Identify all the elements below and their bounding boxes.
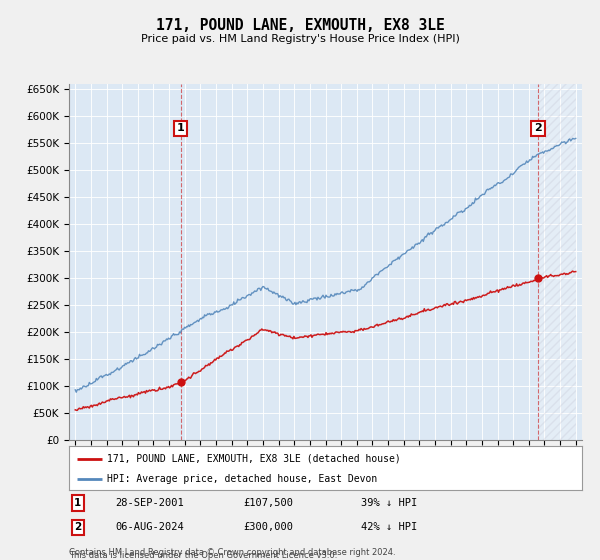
Text: Price paid vs. HM Land Registry's House Price Index (HPI): Price paid vs. HM Land Registry's House … [140, 34, 460, 44]
Text: 1: 1 [177, 123, 185, 133]
Text: HPI: Average price, detached house, East Devon: HPI: Average price, detached house, East… [107, 474, 378, 484]
Text: This data is licensed under the Open Government Licence v3.0.: This data is licensed under the Open Gov… [69, 551, 337, 560]
Text: 06-AUG-2024: 06-AUG-2024 [115, 522, 184, 532]
Text: 28-SEP-2001: 28-SEP-2001 [115, 498, 184, 508]
Text: Contains HM Land Registry data © Crown copyright and database right 2024.: Contains HM Land Registry data © Crown c… [69, 548, 395, 557]
Text: 171, POUND LANE, EXMOUTH, EX8 3LE: 171, POUND LANE, EXMOUTH, EX8 3LE [155, 18, 445, 33]
Text: 2: 2 [534, 123, 542, 133]
Text: £107,500: £107,500 [244, 498, 293, 508]
Text: 2: 2 [74, 522, 82, 532]
Text: 39% ↓ HPI: 39% ↓ HPI [361, 498, 418, 508]
Text: £300,000: £300,000 [244, 522, 293, 532]
Text: 1: 1 [74, 498, 82, 508]
Text: 42% ↓ HPI: 42% ↓ HPI [361, 522, 418, 532]
Text: 171, POUND LANE, EXMOUTH, EX8 3LE (detached house): 171, POUND LANE, EXMOUTH, EX8 3LE (detac… [107, 454, 401, 464]
